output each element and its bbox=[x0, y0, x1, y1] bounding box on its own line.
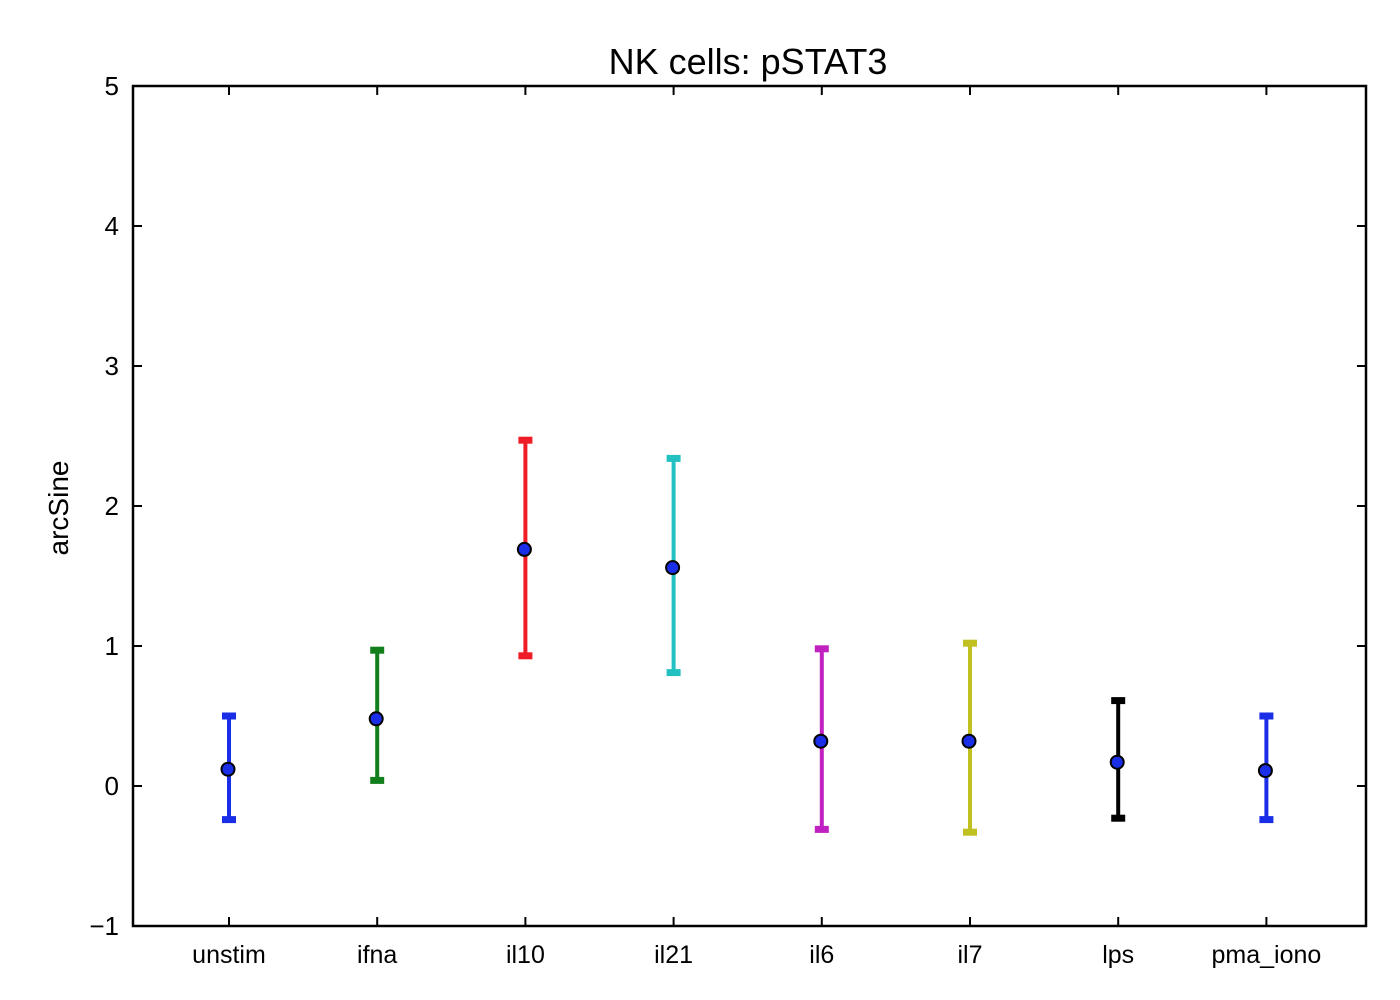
x-tick-label: il10 bbox=[506, 941, 545, 969]
x-tick-label: il6 bbox=[809, 941, 834, 969]
y-tick-label: 5 bbox=[105, 71, 119, 101]
x-tick-label: ifna bbox=[357, 941, 397, 969]
y-tick-label: 2 bbox=[105, 491, 119, 521]
error-bar-il7 bbox=[961, 639, 977, 836]
x-tick-label: il7 bbox=[957, 941, 982, 969]
mean-point bbox=[220, 761, 236, 777]
y-axis-label: arcSine bbox=[43, 461, 74, 556]
error-bar-ifna bbox=[368, 646, 385, 784]
error-bar-unstim bbox=[220, 712, 236, 824]
y-tick-label: 3 bbox=[105, 351, 119, 381]
error-bar-pma_iono bbox=[1257, 712, 1274, 824]
y-tick-label: −1 bbox=[89, 911, 119, 941]
error-bar-il21 bbox=[665, 454, 681, 677]
error-bar-il10 bbox=[516, 436, 533, 660]
mean-point bbox=[961, 733, 977, 749]
mean-point bbox=[665, 560, 681, 576]
plot-frame bbox=[131, 84, 1368, 928]
mean-point bbox=[1109, 754, 1125, 770]
error-bar-lps bbox=[1109, 697, 1126, 822]
axis-ticks: −1 0 1 2 3 4 5 unstim ifna il10 il21 il6 il7 lps pma_i… bbox=[89, 71, 1366, 969]
x-tick-label: pma_iono bbox=[1211, 941, 1321, 969]
mean-point bbox=[516, 541, 532, 557]
y-tick-label: 4 bbox=[105, 211, 119, 241]
error-bar-il6 bbox=[813, 645, 829, 833]
mean-point bbox=[1257, 763, 1273, 779]
y-tick-label: 1 bbox=[105, 631, 119, 661]
y-tick-label: 0 bbox=[105, 771, 119, 801]
mean-point bbox=[813, 733, 829, 749]
x-tick-label: lps bbox=[1102, 941, 1134, 969]
x-tick-label: unstim bbox=[192, 941, 266, 969]
chart-title: NK cells: pSTAT3 bbox=[609, 41, 888, 82]
x-tick-label: il21 bbox=[654, 941, 693, 969]
mean-point bbox=[368, 711, 384, 727]
error-bars bbox=[220, 436, 1274, 836]
